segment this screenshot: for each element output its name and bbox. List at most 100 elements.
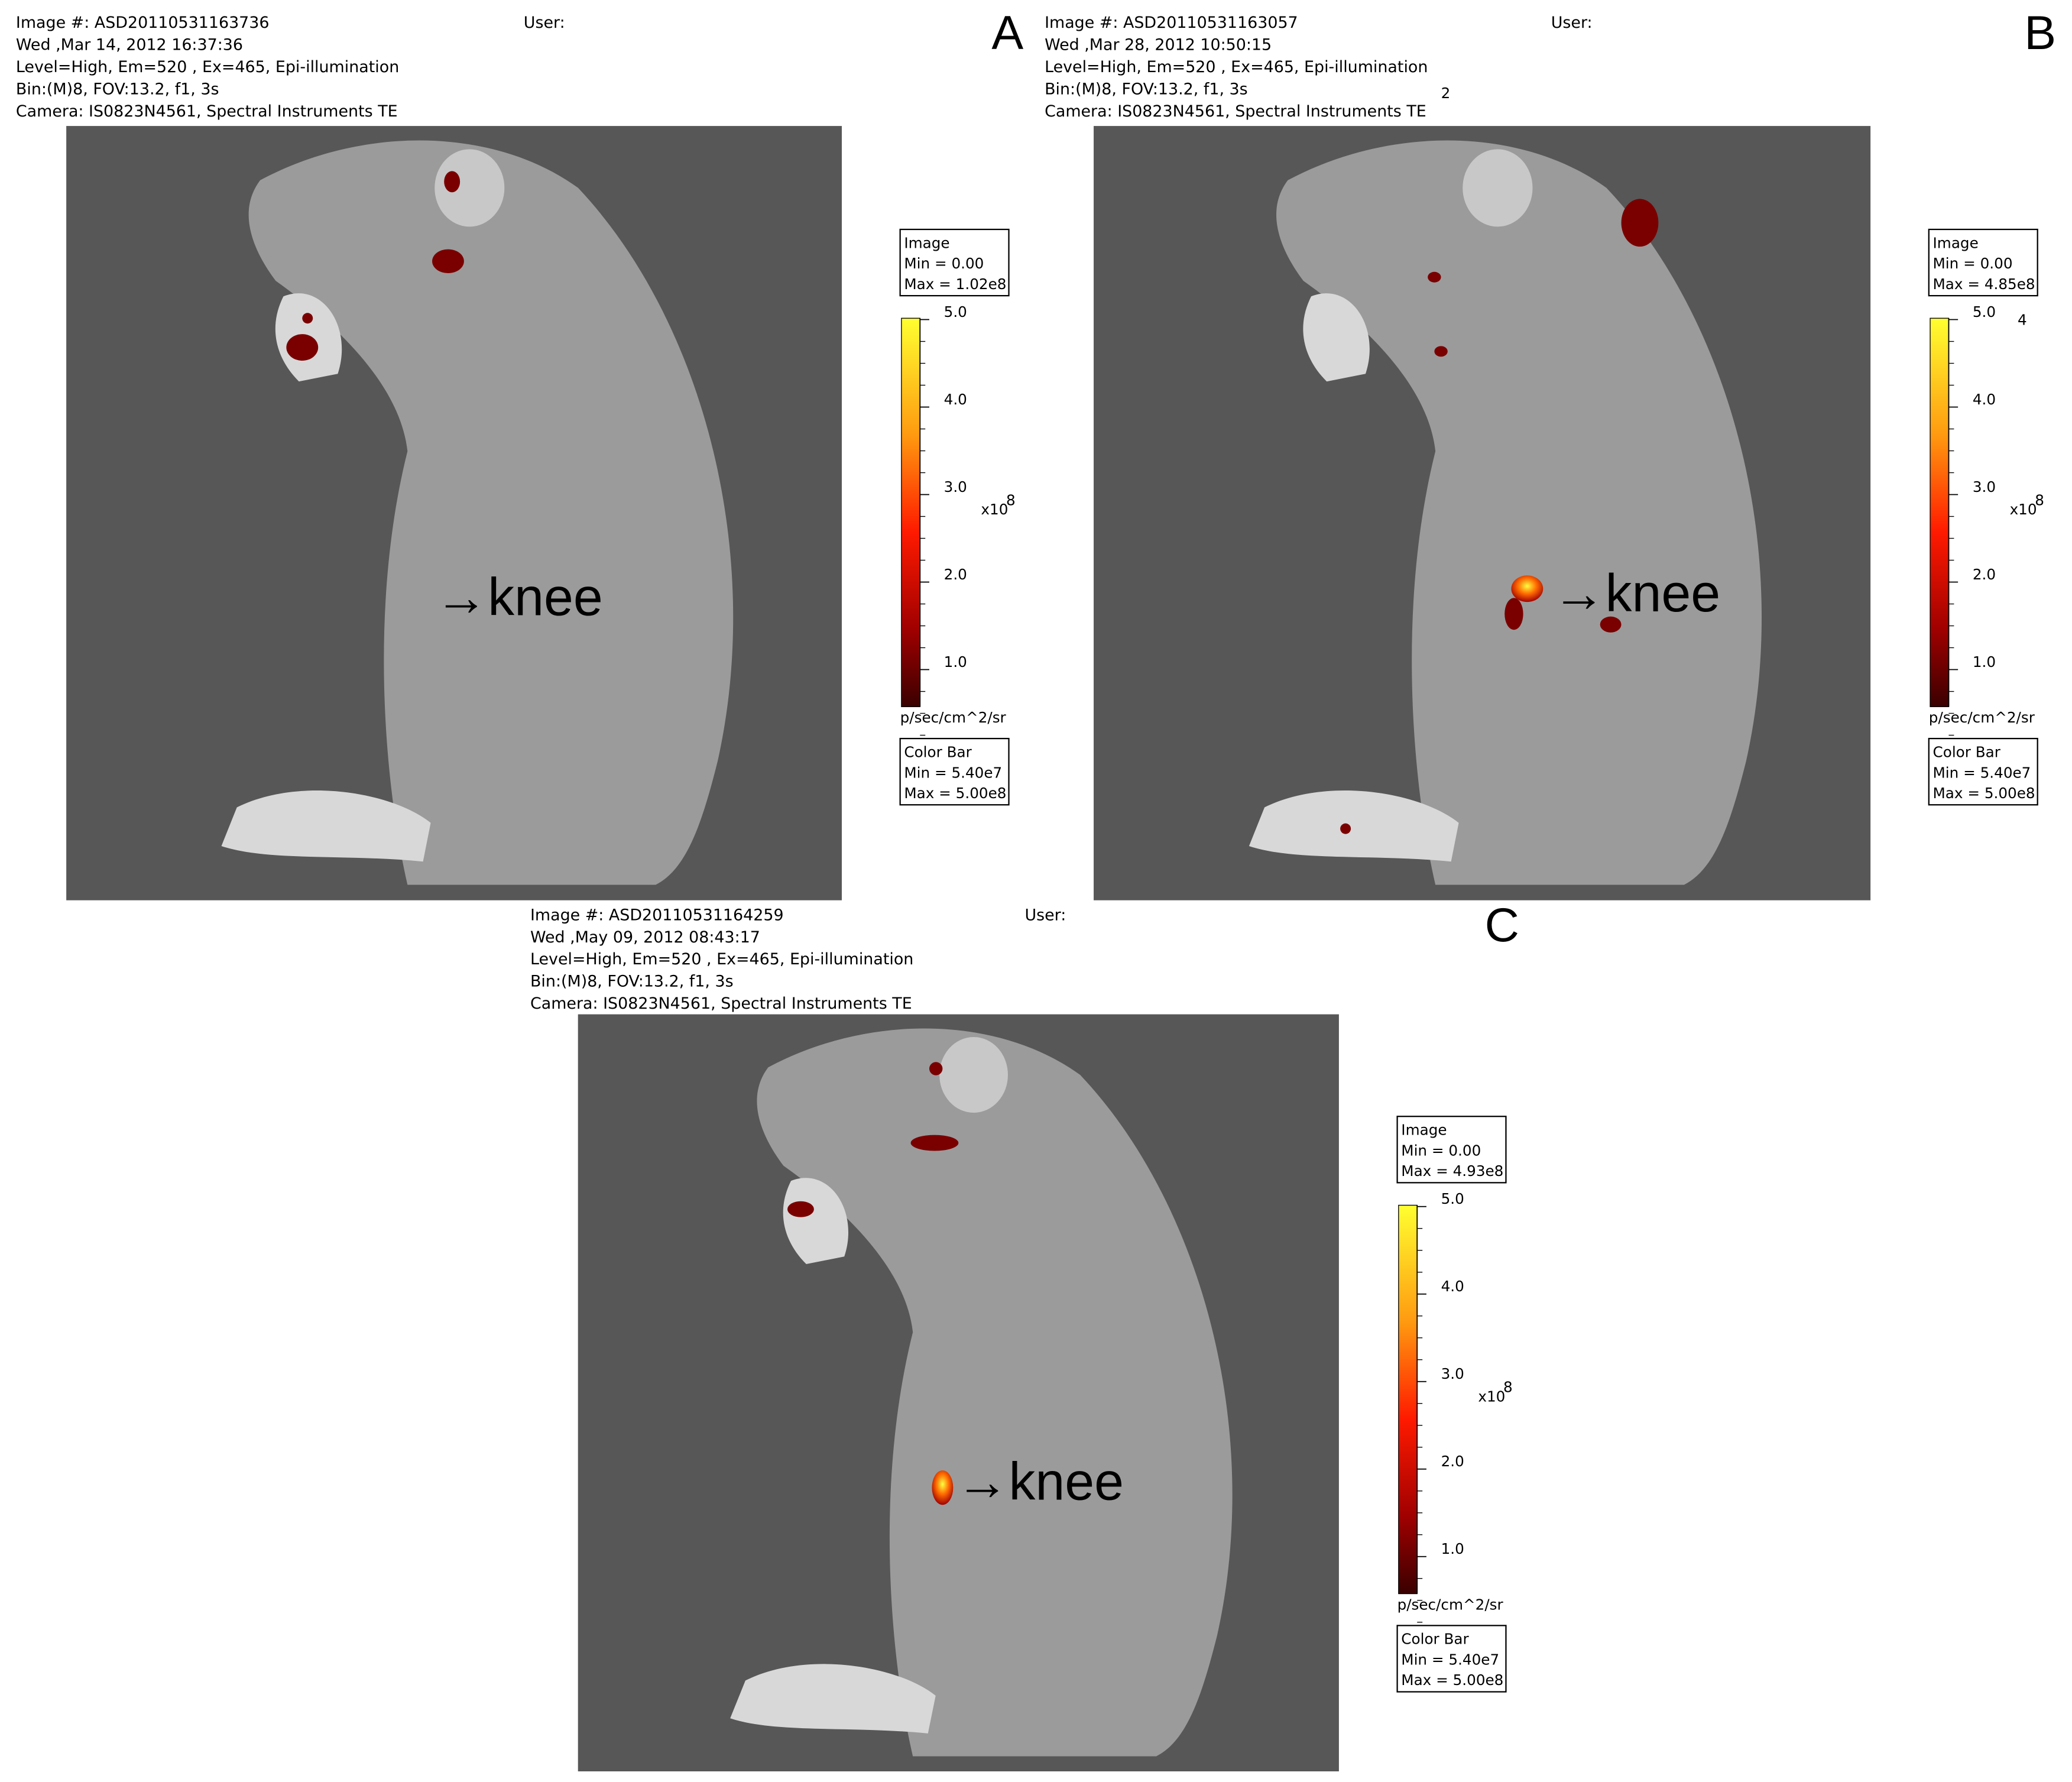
header-line: Bin:(M)8, FOV:13.2, f1, 3s [1045, 80, 1248, 98]
signal-spot [1340, 823, 1351, 834]
color-bar-tick-label: 4.0 [1973, 391, 1996, 408]
image-box-line: Min = 0.00 [1401, 1142, 1481, 1159]
signal-spot [1511, 575, 1544, 602]
signal-spot [286, 334, 319, 361]
color-bar-tick-label: 4.0 [944, 391, 967, 408]
color-bar-tick-label: 1.0 [1441, 1540, 1464, 1557]
rat-ear [434, 149, 505, 227]
user-label: User: [1551, 14, 1593, 32]
color-bar-tick-label: 5.0 [1441, 1190, 1464, 1207]
color-bar [1930, 317, 1950, 707]
color-bar-box-line: Max = 5.00e8 [904, 785, 1006, 802]
header-line: Level=High, Em=520 , Ex=465, Epi-illumin… [530, 950, 913, 968]
header-line: Image #: ASD20110531163057 [1045, 14, 1298, 32]
header-line: Wed ,May 09, 2012 08:43:17 [530, 928, 760, 947]
user-label: User: [524, 14, 565, 32]
annotation: →knee [956, 1452, 1124, 1511]
header-line: Bin:(M)8, FOV:13.2, f1, 3s [530, 973, 734, 991]
signal-spot [444, 171, 461, 193]
multiplier: x10 [2010, 501, 2037, 518]
color-bar [901, 317, 920, 707]
units: p/sec/cm^2/sr [900, 709, 1007, 726]
color-bar-tick-label: 3.0 [1973, 478, 1996, 495]
header-line: Camera: IS0823N4561, Spectral Instrument… [16, 102, 398, 121]
panel: Image #: ASD20110531164259 Wed ,May 09, 2… [530, 899, 1519, 1772]
exponent: 8 [1503, 1379, 1513, 1396]
header-line: Image #: ASD20110531163736 [16, 14, 270, 32]
color-bar [1398, 1204, 1418, 1595]
panel-letter: B [2024, 7, 2056, 60]
color-bar-tick-label: 5.0 [944, 303, 967, 320]
signal-spot [1600, 616, 1622, 633]
image-box-line: Image [1401, 1122, 1447, 1139]
color-bar-box-line: Min = 5.40e7 [1933, 764, 2031, 781]
stray-label: 4 [2018, 311, 2027, 328]
header-line: Wed ,Mar 28, 2012 10:50:15 [1045, 36, 1272, 54]
color-bar-box-line: Min = 5.40e7 [904, 764, 1002, 781]
signal-spot [910, 1135, 959, 1151]
color-bar-tick-label: 5.0 [1973, 303, 1996, 320]
units: p/sec/cm^2/sr [1929, 709, 2035, 726]
signal-spot [1621, 199, 1659, 247]
header-line: Image #: ASD20110531164259 [530, 906, 784, 924]
header-line: Camera: IS0823N4561, Spectral Instrument… [1045, 102, 1426, 121]
color-bar-box-line: Color Bar [1933, 744, 2001, 761]
signal-spot [302, 313, 313, 324]
color-bar-tick-label: 2.0 [1441, 1453, 1464, 1470]
image-box-line: Image [904, 234, 949, 251]
rat-body [248, 140, 734, 885]
color-bar-box [1396, 1625, 1507, 1693]
color-bar-box-line: Color Bar [904, 744, 972, 761]
color-bar-box-line: Color Bar [1401, 1631, 1469, 1648]
image-box-line: Min = 0.00 [904, 255, 984, 272]
image-box-line: Image [1933, 234, 1979, 251]
color-bar-box [1928, 737, 2038, 806]
color-bar-box-line: Max = 5.00e8 [1401, 1671, 1503, 1689]
image-box-line: Max = 4.85e8 [1933, 276, 2035, 293]
panel-letter: C [1485, 899, 1519, 952]
color-bar-tick-label: 2.0 [1973, 566, 1996, 583]
header-line: Level=High, Em=520 , Ex=465, Epi-illumin… [1045, 58, 1428, 76]
exponent: 8 [2035, 491, 2044, 508]
signal-spot [787, 1201, 814, 1217]
signal-spot [1434, 346, 1448, 357]
image-box-line: Min = 0.00 [1933, 255, 2013, 272]
multiplier: x10 [981, 501, 1008, 518]
image-box-line: Max = 4.93e8 [1401, 1162, 1503, 1180]
header-line: Wed ,Mar 14, 2012 16:37:36 [16, 36, 243, 54]
header-line: Camera: IS0823N4561, Spectral Instrument… [530, 994, 912, 1013]
rat-ear [1463, 149, 1533, 227]
color-bar-box-line: Min = 5.40e7 [1401, 1651, 1499, 1668]
signal-spot [929, 1062, 943, 1075]
multiplier: x10 [1478, 1388, 1505, 1405]
signal-spot [1504, 598, 1523, 630]
color-bar-box-line: Max = 5.00e8 [1933, 785, 2035, 802]
color-bar-tick-label: 1.0 [944, 653, 967, 670]
header-line: Level=High, Em=520 , Ex=465, Epi-illumin… [16, 58, 399, 76]
panel: Image #: ASD20110531163736 Wed ,Mar 14, 2… [16, 7, 1023, 900]
user-label: User: [1024, 906, 1066, 924]
image-box [1396, 1116, 1507, 1184]
units: p/sec/cm^2/sr [1397, 1596, 1504, 1613]
panel-letter: A [991, 7, 1023, 60]
annotation: →knee [435, 568, 603, 627]
stray-label: 2 [1441, 85, 1451, 102]
color-bar-tick-label: 3.0 [944, 478, 967, 495]
signal-spot [1428, 271, 1441, 283]
exponent: 8 [1006, 491, 1016, 508]
rat-ear [939, 1036, 1008, 1113]
color-bar-tick-label: 3.0 [1441, 1365, 1464, 1382]
image-box [1928, 228, 2038, 297]
color-bar-tick-label: 1.0 [1973, 653, 1996, 670]
signal-spot [932, 1470, 954, 1505]
rat-body [1276, 140, 1762, 885]
color-bar-tick-label: 2.0 [944, 566, 967, 583]
color-bar-tick-label: 4.0 [1441, 1278, 1464, 1295]
color-bar-box [899, 737, 1010, 806]
header-line: Bin:(M)8, FOV:13.2, f1, 3s [16, 80, 219, 98]
signal-spot [432, 249, 464, 274]
image-box-line: Max = 1.02e8 [904, 276, 1006, 293]
